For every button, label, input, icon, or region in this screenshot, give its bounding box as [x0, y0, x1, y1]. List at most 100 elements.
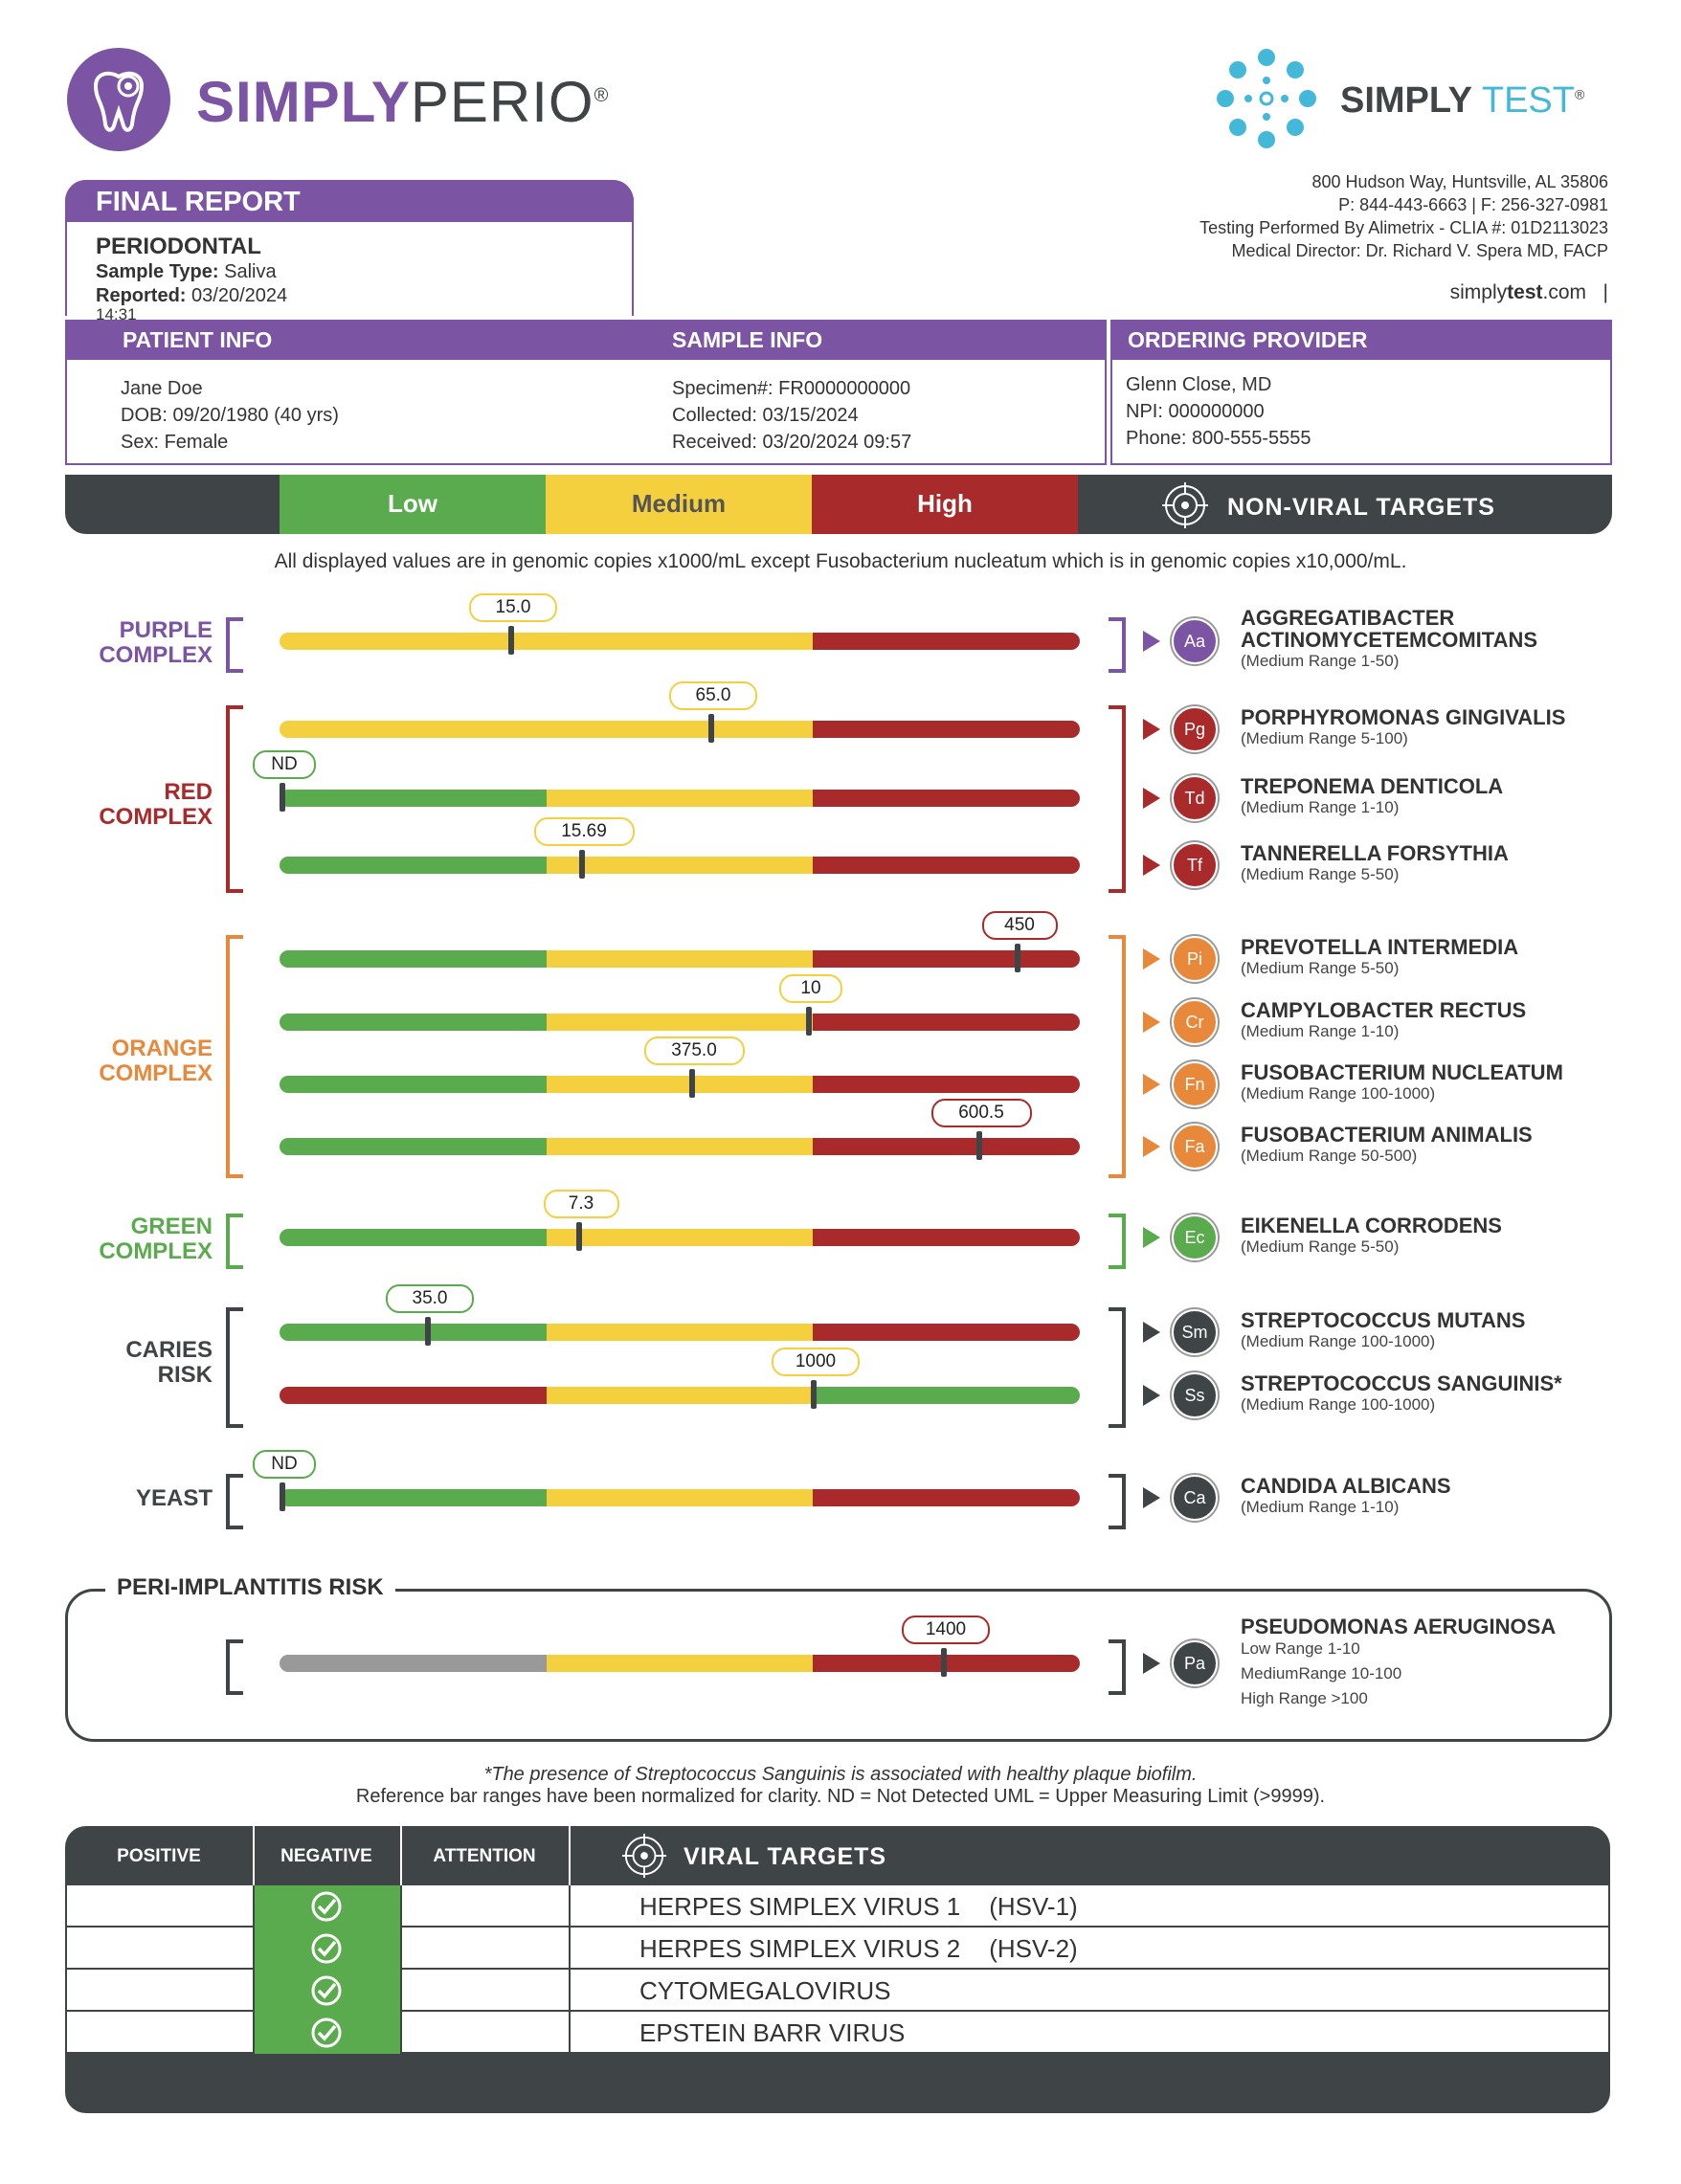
target-range: MediumRange 10-100: [1241, 1664, 1402, 1683]
virus-name: CYTOMEGALOVIRUS: [639, 1970, 890, 2012]
bar-segment: [280, 790, 548, 807]
simply-test-logo: [1214, 46, 1319, 156]
bar-segment: [280, 1324, 548, 1341]
virus-name-text: EPSTEIN BARR VIRUS: [639, 2018, 906, 2047]
value-marker: [508, 626, 514, 655]
lab-phone: P: 844-443-6663 | F: 256-327-0981: [1338, 195, 1608, 214]
cell-divider: [400, 2012, 402, 2054]
bar-segment: [546, 790, 815, 807]
non-viral-title: NON-VIRAL TARGETS: [1227, 494, 1495, 521]
arrow-icon: [1143, 788, 1160, 809]
ca-badge: Ca: [1172, 1475, 1218, 1521]
group-label-line2: RISK: [157, 1362, 213, 1388]
reference-bar: [280, 1324, 1080, 1341]
arrow-icon: [1143, 1136, 1160, 1157]
reported-date: 03/20/2024: [191, 285, 288, 306]
group-label: CARIES RISK: [57, 1338, 213, 1388]
target-range: (Medium Range 1-10): [1241, 1498, 1400, 1516]
reference-bar: [280, 1229, 1080, 1246]
target-range: (Medium Range 50-500): [1241, 1147, 1418, 1165]
cell-divider: [253, 1928, 255, 1970]
bar-segment: [280, 1229, 548, 1246]
cell-divider: [400, 1928, 402, 1970]
tooth-icon: [93, 71, 145, 132]
value-marker: [425, 1317, 431, 1346]
bracket-right: [1109, 705, 1126, 893]
virus-code: (HSV-1): [989, 1892, 1078, 1921]
bar-segment: [280, 721, 548, 738]
virus-code: (HSV-2): [989, 1934, 1078, 1963]
provider-header: ORDERING PROVIDER: [1110, 320, 1612, 360]
units-note: All displayed values are in genomic copi…: [274, 550, 1407, 572]
bar-segment: [280, 950, 548, 968]
bar-segment: [280, 1489, 548, 1506]
attention-cell: [400, 1928, 569, 1970]
viral-row: HERPES SIMPLEX VIRUS 1 (HSV-1): [65, 1885, 1610, 1928]
positive-cell: [65, 1970, 253, 2012]
patient-info-header: PATIENT INFO: [123, 327, 273, 352]
arrow-icon: [1143, 1385, 1160, 1406]
lab-address: 800 Hudson Way, Huntsville, AL 35806: [1311, 172, 1608, 191]
bar-segment: [546, 1324, 815, 1341]
positive-cell: [65, 2012, 253, 2054]
bracket-left: [226, 1307, 243, 1428]
pi-badge: Pi: [1172, 936, 1218, 982]
check-icon: [311, 2017, 342, 2048]
website-link[interactable]: simplytest.com |: [1449, 281, 1608, 303]
patient-sex: Sex: Female: [121, 432, 229, 453]
bar-segment: [813, 1229, 1080, 1246]
cell-divider: [569, 2012, 571, 2054]
bar-segment: [813, 1387, 1080, 1404]
target-name: PORPHYROMONAS GINGIVALIS: [1241, 705, 1566, 729]
provider-info: Glenn Close, MD NPI: 000000000 Phone: 80…: [1126, 371, 1311, 452]
bar-segment: [280, 1387, 548, 1404]
bar-segment: [813, 950, 1080, 968]
sm-badge: Sm: [1172, 1309, 1218, 1355]
bar-segment: [546, 721, 815, 738]
attention-cell: [400, 2012, 569, 2054]
col-negative: NEGATIVE: [280, 1846, 372, 1866]
negative-cell: [253, 1885, 400, 1928]
target-range: (Medium Range 100-1000): [1241, 1084, 1436, 1103]
group-label-line2: COMPLEX: [99, 1238, 213, 1264]
col-positive: POSITIVE: [117, 1846, 201, 1866]
group-label-line1: YEAST: [135, 1485, 213, 1511]
bar-segment: [280, 857, 548, 874]
target-range: (Medium Range 5-50): [1241, 865, 1400, 883]
arrow-icon: [1143, 719, 1160, 740]
dots-icon: [1217, 49, 1316, 148]
value-marker: [280, 783, 285, 812]
arrow-icon: [1143, 631, 1160, 652]
group-label: PURPLE COMPLEX: [57, 618, 213, 668]
range-legend-bar: Low Medium High NON-VIRAL TARGETS: [65, 475, 1612, 534]
bracket-right: [1109, 1307, 1126, 1428]
cell-divider: [253, 1970, 255, 2012]
bar-segment: [546, 950, 815, 968]
group-label-line2: COMPLEX: [99, 642, 213, 668]
pg-badge: Pg: [1172, 706, 1218, 752]
report-type: PERIODONTAL: [96, 234, 261, 259]
cell-divider: [400, 1970, 402, 2012]
reference-bar: [280, 950, 1080, 968]
group-label-line2: COMPLEX: [99, 1060, 213, 1086]
bar-segment: [280, 1655, 548, 1672]
target-range: (Medium Range 1-10): [1241, 798, 1400, 816]
value-label: 450: [981, 911, 1058, 940]
tf-badge: Tf: [1172, 842, 1218, 888]
target-range: (Medium Range 100-1000): [1241, 1332, 1436, 1350]
negative-cell: [253, 1970, 400, 2012]
value-marker: [941, 1648, 947, 1677]
target-name: ACTINOMYCETEMCOMITANS: [1241, 628, 1538, 652]
sample-info: Specimen#: FR0000000000 Collected: 03/15…: [672, 375, 911, 456]
value-label: 15.69: [533, 817, 635, 846]
lab-clia: Testing Performed By Alimetrix - CLIA #:…: [1199, 218, 1608, 237]
cell-divider: [400, 1885, 402, 1928]
virus-name: EPSTEIN BARR VIRUS: [639, 2012, 905, 2054]
bar-segment: [813, 633, 1080, 650]
value-label: ND: [253, 750, 316, 779]
bar-segment: [546, 1138, 815, 1155]
arrow-icon: [1143, 1012, 1160, 1033]
value-marker: [811, 1380, 817, 1409]
target-name: CANDIDA ALBICANS: [1241, 1474, 1451, 1498]
reference-bar: [280, 1138, 1080, 1155]
